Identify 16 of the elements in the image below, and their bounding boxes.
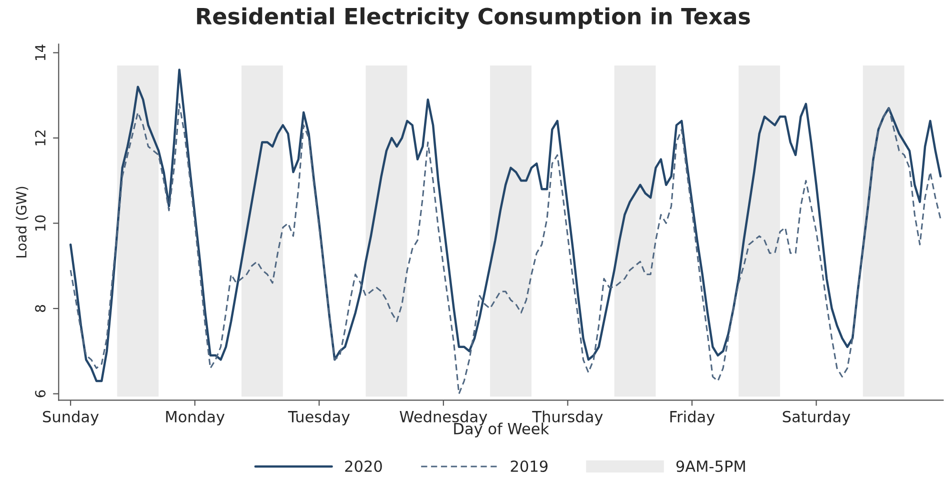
x-tick-label: Saturday <box>782 410 850 426</box>
x-tick-label: Wednesday <box>400 410 488 426</box>
legend-label: 2019 <box>510 460 548 472</box>
y-tick-label: 12 <box>35 130 46 146</box>
legend-label: 2020 <box>345 460 382 472</box>
y-axis-title: Load (GW) <box>16 186 28 258</box>
x-tick-label: Monday <box>166 410 225 426</box>
x-tick-label: Sunday <box>42 410 99 426</box>
x-tick-label: Tuesday <box>288 410 350 426</box>
x-tick-label: Friday <box>670 410 715 426</box>
chart-title: Residential Electricity Consumption in Texas <box>197 7 750 30</box>
y-tick-label: 10 <box>35 215 46 231</box>
y-tick-label: 8 <box>35 305 46 312</box>
y-tick-label: 14 <box>35 44 46 60</box>
y-tick-label: 6 <box>35 390 46 398</box>
text: 9AM-5PM <box>676 460 745 472</box>
